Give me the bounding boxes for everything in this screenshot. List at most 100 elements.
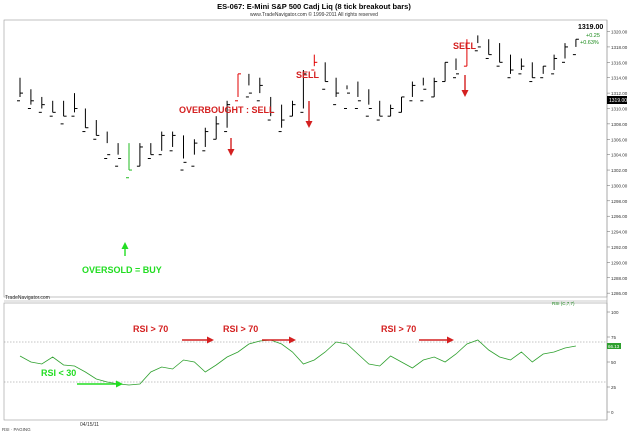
buy-arrow-head <box>121 242 129 249</box>
price-tick-label: 1290.00 <box>611 260 628 265</box>
rsi-high-arrow-3-head <box>447 336 454 344</box>
price-bar <box>496 43 503 67</box>
price-tick-label: 1300.00 <box>611 183 628 188</box>
price-bar <box>485 39 492 59</box>
price-bar <box>333 77 340 106</box>
rsi-low-label: RSI < 30 <box>41 368 76 378</box>
price-bar <box>300 70 307 113</box>
price-tick-label: 1292.00 <box>611 245 628 250</box>
rsi-high-label-3: RSI > 70 <box>381 324 416 334</box>
last-price: 1319.00 <box>578 24 603 31</box>
price-bar <box>278 104 285 133</box>
price-bar <box>376 100 383 121</box>
price-bar <box>474 35 481 52</box>
price-bar <box>442 61 449 83</box>
rsi-high-label-1: RSI > 70 <box>133 324 168 334</box>
price-bar <box>420 77 427 102</box>
date-label: 04/15/11 <box>80 422 99 428</box>
price-bar <box>17 77 23 102</box>
overbought-annotation: OVERBOUGHT : SELL <box>179 105 275 156</box>
rsi-high-label-2: RSI > 70 <box>223 324 258 334</box>
price-tick-label: 1286.00 <box>611 291 628 296</box>
price-tick-label: 1306.00 <box>611 137 628 142</box>
price-bar <box>540 65 547 79</box>
price-bar <box>224 100 231 133</box>
price-bar <box>398 96 405 113</box>
price-bar <box>136 143 143 167</box>
price-bar <box>344 85 350 109</box>
rsi-axis: 100 75 50 25 0 <box>607 310 619 415</box>
price-bar <box>529 62 536 83</box>
price-bar <box>27 89 34 109</box>
price-bar <box>409 81 416 102</box>
price-bar <box>60 100 67 125</box>
copyright-notice: www.TradeNavigator.com © 1999-2011 All r… <box>250 12 378 18</box>
rsi-value-marker <box>607 343 621 349</box>
price-panel-frame <box>3 19 608 298</box>
sell-annotation-2: SELL <box>453 41 477 97</box>
price-bar <box>191 139 198 167</box>
price-bar <box>115 143 122 167</box>
rsi-tick-label: 100 <box>611 310 619 315</box>
price-tick-label: 1314.00 <box>611 76 628 81</box>
price-bar <box>551 54 558 75</box>
price-bar <box>562 43 568 63</box>
rsi-high-arrow-2-head <box>289 336 296 344</box>
price-tick-label: 1320.00 <box>611 30 628 35</box>
price-bar <box>82 108 89 133</box>
rsi-indicator-label: RSI (C,7,7) <box>552 301 575 306</box>
last-price-marker <box>607 96 627 104</box>
price-bar <box>431 77 438 98</box>
overbought-arrow-head <box>227 149 235 156</box>
price-bar <box>169 131 176 152</box>
price-change: +0.25 <box>586 33 600 39</box>
price-bar <box>158 131 165 156</box>
rsi-tick-label: 75 <box>611 335 617 340</box>
price-bar <box>147 143 154 159</box>
price-bar <box>104 131 111 159</box>
price-bar <box>245 73 252 98</box>
oversold-annotation: OVERSOLD = BUY <box>82 242 162 275</box>
price-bar <box>354 81 361 109</box>
rsi-tick-label: 50 <box>611 360 617 365</box>
price-bar <box>453 58 459 79</box>
price-bar <box>463 39 470 67</box>
chart-title: ES-067: E-Mini S&P 500 Cadj Liq (8 tick … <box>217 2 411 11</box>
price-bar <box>38 96 45 113</box>
price-change-pct: +0.63% <box>580 40 599 46</box>
rsi-high-annotation-3: RSI > 70 <box>381 324 454 344</box>
sell-annotation-1: SELL <box>296 70 320 128</box>
price-bar <box>572 38 579 56</box>
price-bar <box>289 100 296 117</box>
price-bar <box>518 58 525 75</box>
price-tick-label: 1298.00 <box>611 199 628 204</box>
price-bar <box>49 100 56 117</box>
rsi-high-arrow-1-head <box>207 336 214 344</box>
price-axis: 1320.00 1318.00 1316.00 1314.00 1312.00 1310.… <box>607 30 628 296</box>
price-tick-label: 1302.00 <box>611 168 628 173</box>
price-bar <box>387 104 394 117</box>
price-tick-label: 1316.00 <box>611 60 628 65</box>
price-bar <box>322 62 329 90</box>
price-bar <box>267 96 274 121</box>
sell-arrow-2-head <box>461 90 469 97</box>
price-bar <box>180 135 187 171</box>
price-tick-label: 1304.00 <box>611 153 628 158</box>
rsi-line <box>19 339 576 386</box>
price-tick-label: 1308.00 <box>611 122 628 127</box>
rsi-value-marker-label: 66.13 <box>608 344 620 349</box>
price-tick-label: 1296.00 <box>611 214 628 219</box>
price-bar <box>235 73 241 102</box>
rsi-low-annotation: RSI < 30 <box>41 368 123 388</box>
footer-legend: RSI · PAGING <box>2 427 31 432</box>
price-bar <box>126 143 132 179</box>
rsi-high-annotation-2: RSI > 70 <box>223 324 296 344</box>
price-bar <box>507 54 514 79</box>
price-tick-label: 1288.00 <box>611 276 628 281</box>
price-bar <box>93 120 100 140</box>
rsi-high-annotation-1: RSI > 70 <box>133 324 214 344</box>
rsi-level-lines <box>4 341 607 383</box>
oversold-label: OVERSOLD = BUY <box>82 265 162 275</box>
rsi-tick-label: 0 <box>611 410 614 415</box>
